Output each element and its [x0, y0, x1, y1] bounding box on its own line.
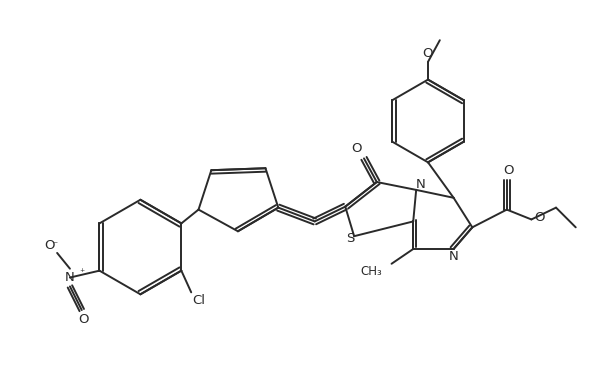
Text: O: O: [503, 164, 514, 177]
Text: N: N: [416, 178, 426, 192]
Text: CH₃: CH₃: [360, 265, 382, 278]
Text: S: S: [346, 232, 355, 245]
Text: O: O: [44, 239, 55, 251]
Text: Cl: Cl: [193, 294, 206, 307]
Text: O: O: [351, 142, 361, 155]
Text: N: N: [65, 271, 75, 284]
Text: N: N: [449, 250, 459, 264]
Text: ⁺: ⁺: [79, 268, 84, 277]
Text: O: O: [422, 47, 433, 61]
Text: ⁻: ⁻: [52, 240, 58, 250]
Text: O: O: [79, 313, 89, 326]
Text: O: O: [534, 211, 544, 224]
